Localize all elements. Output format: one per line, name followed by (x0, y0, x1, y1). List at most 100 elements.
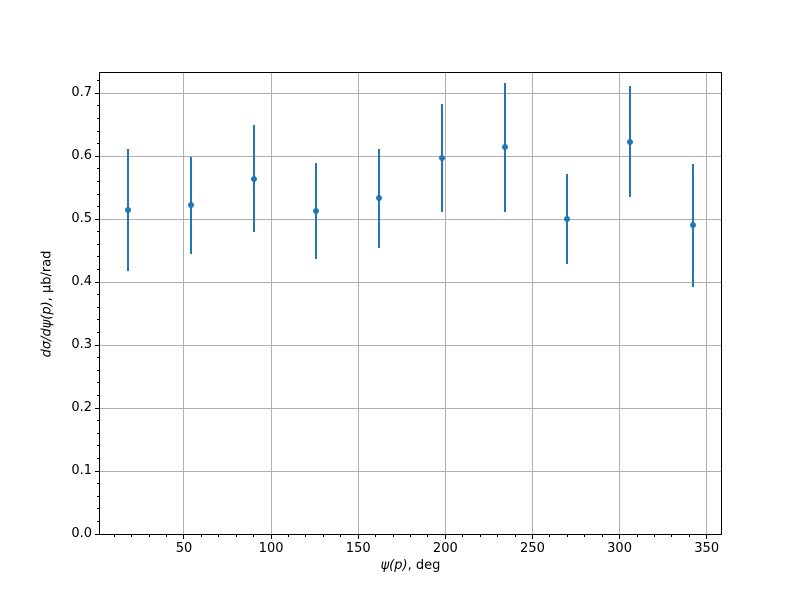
data-point (627, 138, 634, 145)
grid-line-vertical (183, 73, 185, 534)
grid-line-horizontal (100, 407, 721, 409)
x-major-tick (270, 535, 272, 539)
x-minor-tick (392, 535, 394, 537)
x-axis-label-math: ψ(p) (380, 558, 408, 573)
y-tick-label: 0.4 (71, 274, 92, 290)
x-minor-tick (200, 535, 202, 537)
grid-line-horizontal (100, 218, 721, 220)
x-minor-tick (514, 535, 516, 537)
x-minor-tick (131, 535, 133, 537)
y-tick-label: 0.5 (71, 211, 92, 227)
x-axis-label-unit: , deg (407, 558, 441, 573)
x-tick-label: 50 (175, 541, 193, 556)
x-minor-tick (322, 535, 324, 537)
data-point (250, 175, 257, 182)
data-point (564, 216, 571, 223)
y-major-tick (95, 533, 99, 535)
y-major-tick (95, 407, 99, 409)
x-tick-label: 300 (607, 541, 632, 556)
grid-line-vertical (357, 73, 359, 534)
data-point (438, 155, 445, 162)
x-major-tick (706, 535, 708, 539)
y-tick-label: 0.3 (71, 337, 92, 353)
y-minor-tick (97, 306, 99, 308)
x-minor-tick (479, 535, 481, 537)
y-minor-tick (97, 168, 99, 170)
y-minor-tick (97, 180, 99, 182)
x-major-tick (444, 535, 446, 539)
y-minor-tick (97, 520, 99, 522)
x-minor-tick (497, 535, 499, 537)
y-minor-tick (97, 457, 99, 459)
x-minor-tick (340, 535, 342, 537)
x-tick-label: 100 (258, 541, 284, 556)
y-minor-tick (97, 80, 99, 82)
y-major-tick (95, 281, 99, 283)
x-minor-tick (218, 535, 220, 537)
x-minor-tick (148, 535, 150, 537)
grid-line-vertical (706, 73, 708, 534)
x-minor-tick (288, 535, 290, 537)
x-minor-tick (375, 535, 377, 537)
grid-line-horizontal (100, 92, 721, 94)
y-minor-tick (97, 256, 99, 258)
x-minor-tick (671, 535, 673, 537)
x-tick-label: 250 (520, 541, 545, 556)
y-minor-tick (97, 445, 99, 447)
grid-line-vertical (619, 73, 621, 534)
y-minor-tick (97, 105, 99, 107)
x-minor-tick (166, 535, 168, 537)
x-minor-tick (549, 535, 551, 537)
y-major-tick (95, 470, 99, 472)
y-minor-tick (97, 432, 99, 434)
plot-area (99, 72, 722, 535)
y-tick-label: 0.7 (71, 85, 92, 101)
x-minor-tick (636, 535, 638, 537)
x-major-tick (357, 535, 359, 539)
x-minor-tick (235, 535, 237, 537)
data-point (125, 206, 132, 213)
y-minor-tick (97, 319, 99, 321)
y-major-tick (95, 344, 99, 346)
x-minor-tick (653, 535, 655, 537)
x-major-tick (619, 535, 621, 539)
x-axis-label: ψ(p), deg (100, 558, 721, 573)
grid-line-vertical (444, 73, 446, 534)
grid-line-horizontal (100, 155, 721, 157)
data-point (313, 208, 320, 214)
y-minor-tick (97, 332, 99, 334)
grid-line-horizontal (100, 344, 721, 346)
x-major-tick (531, 535, 533, 539)
y-minor-tick (97, 143, 99, 145)
y-major-tick (95, 155, 99, 157)
y-minor-tick (97, 294, 99, 296)
x-major-tick (183, 535, 185, 539)
x-minor-tick (566, 535, 568, 537)
y-minor-tick (97, 369, 99, 371)
y-minor-tick (97, 495, 99, 497)
y-tick-label: 0.1 (71, 463, 92, 479)
x-tick-label: 150 (345, 541, 371, 556)
x-tick-label: 200 (432, 541, 458, 556)
y-minor-tick (97, 382, 99, 384)
y-minor-tick (97, 269, 99, 271)
y-minor-tick (97, 420, 99, 422)
x-minor-tick (601, 535, 603, 537)
data-point (689, 222, 696, 229)
y-major-tick (95, 92, 99, 94)
x-minor-tick (305, 535, 307, 537)
y-minor-tick (97, 193, 99, 195)
x-minor-tick (253, 535, 255, 537)
y-minor-tick (97, 508, 99, 510)
x-minor-tick (410, 535, 411, 537)
data-point (187, 202, 194, 209)
grid-line-vertical (531, 73, 533, 534)
x-tick-label: 350 (694, 541, 720, 556)
x-minor-tick (688, 535, 690, 537)
y-minor-tick (97, 243, 99, 245)
y-minor-tick (97, 130, 99, 132)
x-minor-tick (427, 535, 429, 537)
x-minor-tick (113, 535, 115, 537)
y-minor-tick (97, 483, 99, 485)
